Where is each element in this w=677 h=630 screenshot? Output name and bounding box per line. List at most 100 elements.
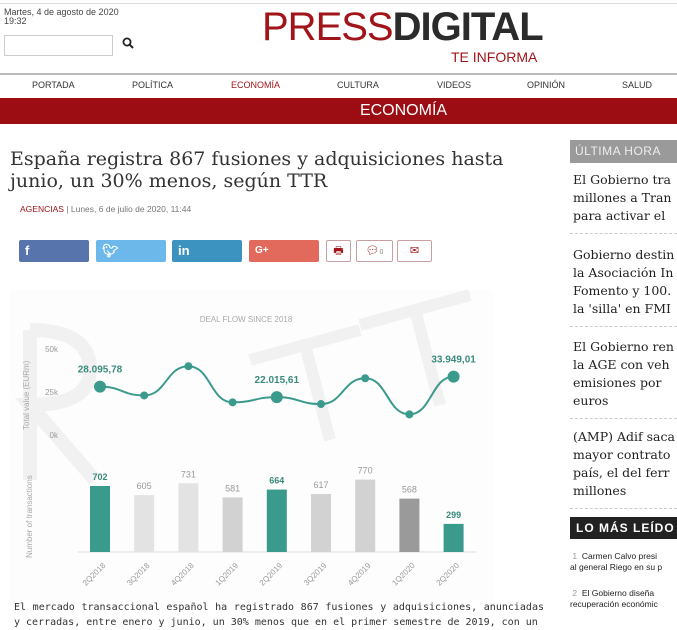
print-icon: 🖶︎ (333, 245, 344, 257)
bar-label: 581 (225, 483, 240, 493)
nav-economia[interactable]: ECONOMÍA (231, 80, 281, 90)
news-line: país, el del ferr (573, 465, 670, 480)
item-line: al general Riego en su p (570, 562, 663, 572)
value-point-1Q2020 (405, 410, 414, 419)
news-line: euros (573, 393, 609, 408)
nav-salud[interactable]: SALUD (622, 80, 653, 90)
ultima-hora-header: ÚLTIMA HORA (570, 140, 677, 163)
y-tick-label: 25k (45, 388, 59, 397)
bar-4Q2019 (355, 479, 376, 552)
value-label: 33.949,01 (431, 355, 476, 366)
bar-4Q2018 (178, 483, 199, 552)
bar-label: 770 (358, 466, 373, 476)
linkedin-share-button[interactable]: in (172, 240, 242, 262)
news-line: la AGE con veh (573, 357, 670, 372)
value-point-2Q2020 (447, 370, 460, 383)
ultima-hora-item[interactable]: Gobierno destin la Asociación In Fomento y… (573, 246, 677, 318)
bar-label: 299 (446, 510, 461, 520)
bar-1Q2020 (399, 498, 420, 552)
divider (570, 326, 677, 327)
news-line: para activar el (573, 208, 666, 223)
deal-flow-chart: DEAL FLOW SINCE 2018 50k 25k 0k Total value … (10, 290, 493, 600)
article-meta: AGENCIAS | Lunes, 6 de julio de 2020, 11… (20, 204, 191, 214)
nav-opinion[interactable]: OPINIÓN (527, 80, 566, 90)
divider (570, 418, 677, 419)
comments-button[interactable]: 💬︎0 (356, 240, 393, 262)
time-text: 19:32 (4, 16, 27, 26)
bar-2Q2019 (266, 489, 287, 552)
search-input[interactable] (4, 35, 113, 56)
site-logo[interactable]: PRESSDIGITAL (262, 5, 544, 49)
facebook-icon: f (25, 243, 30, 258)
mas-leido-header: LO MÁS LEÍDO (570, 517, 677, 539)
tagline: TE INFORMA (451, 49, 538, 65)
bar-2Q2020 (443, 523, 464, 552)
watermark-shape (248, 290, 472, 442)
watermark-shape (14, 323, 101, 485)
google-share-button[interactable]: G+ (249, 240, 319, 262)
value-point-2Q2018 (94, 380, 106, 393)
ultima-hora-item[interactable]: El Gobierno tra millones a Tran para activ… (573, 171, 677, 225)
bar-label: 702 (92, 472, 107, 482)
author-link[interactable]: AGENCIAS (20, 204, 64, 214)
news-line: millones (573, 483, 627, 498)
twitter-share-button[interactable]: 🐦︎ (96, 240, 166, 262)
print-button[interactable]: 🖶︎ (326, 240, 351, 262)
news-line: (AMP) Adif saca (573, 429, 675, 444)
ultima-hora-item[interactable]: (AMP) Adif saca mayor contrato país, el de… (573, 428, 677, 500)
value-point-3Q2019 (317, 400, 325, 409)
comment-icon: 💬︎ (365, 245, 380, 257)
linkedin-icon: in (178, 243, 190, 258)
rank: 1 (572, 551, 578, 561)
bar-label: 568 (402, 485, 417, 495)
value-label: 28.095,78 (78, 365, 123, 376)
news-line: Fomento y 100. (573, 283, 672, 298)
y-tick-label: 50k (45, 345, 59, 354)
mas-leido-item[interactable]: 1 Carmen Calvo presi al general Riego en … (570, 551, 677, 573)
article-body: El mercado transaccional español ha regi… (14, 602, 544, 628)
value-point-2Q2019 (270, 391, 283, 404)
search-icon[interactable] (122, 37, 134, 52)
value-point-4Q2018 (184, 362, 193, 371)
bar-label: 617 (313, 480, 328, 490)
twitter-icon: 🐦︎ (102, 243, 119, 258)
article-date: | Lunes, 6 de julio de 2020, 11:44 (63, 204, 192, 214)
value-point-1Q2019 (228, 398, 237, 407)
email-icon: ✉ (409, 245, 420, 257)
nav-videos[interactable]: VIDEOS (437, 80, 472, 90)
bar-label: 664 (269, 476, 284, 486)
mas-leido-item[interactable]: 2 El Gobierno diseña recuperación económi… (570, 588, 677, 610)
email-button[interactable]: ✉ (397, 240, 432, 262)
item-line: El Gobierno diseña (581, 588, 655, 598)
current-date: Martes, 4 de agosto de 2020 19:32 (4, 8, 119, 26)
date-text: Martes, 4 de agosto de 2020 (4, 7, 119, 17)
section-banner: ECONOMÍA (0, 98, 677, 124)
news-line: emisiones por (573, 375, 662, 390)
nav-divider (0, 73, 677, 75)
item-line: recuperación económic (570, 599, 658, 609)
bar-label: 731 (181, 469, 196, 479)
y-axis-label-value: Total value (EURm) (22, 360, 31, 430)
bar-label: 605 (137, 481, 152, 491)
nav-portada[interactable]: PORTADA (32, 80, 75, 90)
news-line: El Gobierno ren (573, 339, 674, 354)
facebook-share-button[interactable]: f (19, 240, 89, 262)
y-axis-label-count: Number of transactions (25, 475, 34, 558)
news-line: millones a Tran (573, 190, 672, 205)
value-label: 22.015,61 (255, 375, 300, 386)
news-line: El Gobierno tra (573, 172, 671, 187)
logo-press: PRESS (262, 5, 394, 49)
value-point-3Q2018 (140, 391, 149, 400)
news-line: la Asociación In (573, 265, 674, 280)
divider (570, 508, 677, 509)
comment-count: 0 (379, 249, 384, 256)
bar-1Q2019 (222, 497, 243, 552)
ultima-hora-item[interactable]: El Gobierno ren la AGE con veh emisiones p… (573, 338, 677, 410)
google-plus-icon: G+ (255, 245, 269, 256)
nav-cultura[interactable]: CULTURA (337, 80, 379, 90)
logo-digital: DIGITAL (392, 5, 544, 49)
nav-politica[interactable]: POLÍTICA (132, 80, 174, 90)
top-divider (0, 3, 677, 4)
bar-3Q2019 (311, 494, 331, 552)
article-title: España registra 867 fusiones y adquisici… (10, 148, 504, 192)
